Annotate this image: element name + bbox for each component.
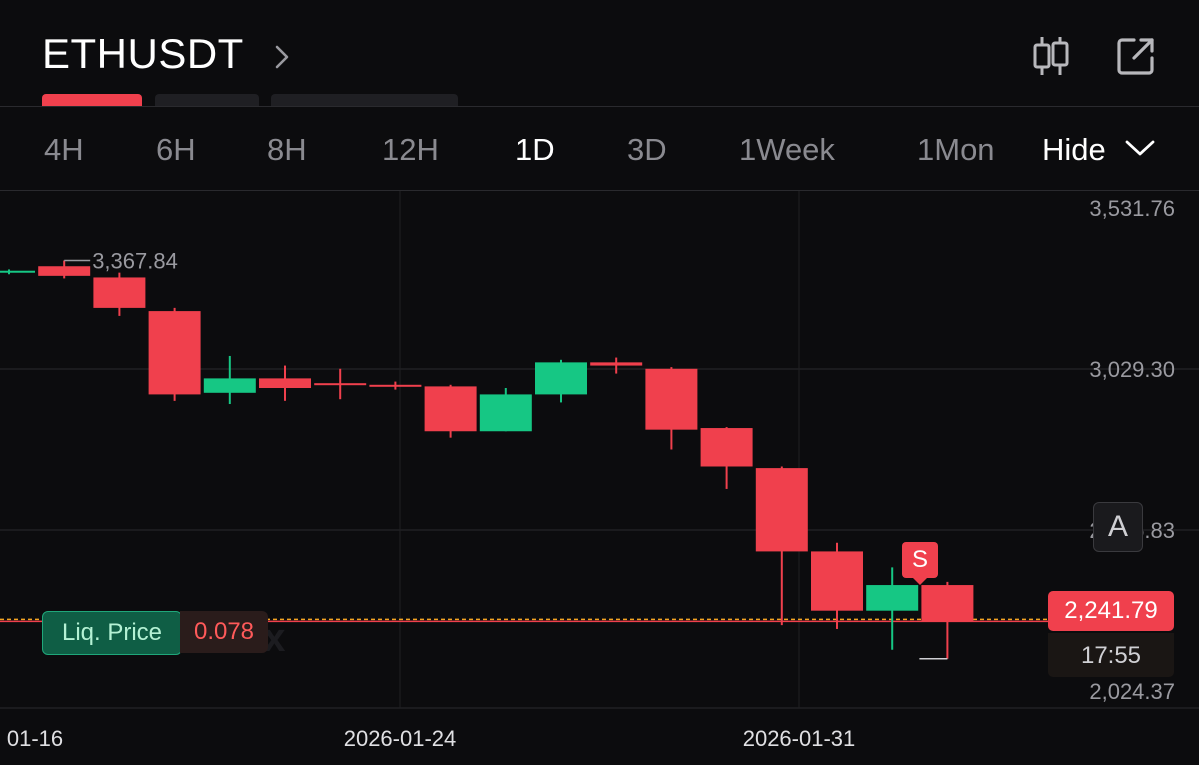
- candle[interactable]: [755, 466, 808, 626]
- tab-1week[interactable]: 1Week: [739, 132, 835, 167]
- candle-body: [38, 266, 91, 276]
- candle[interactable]: [645, 367, 698, 450]
- header-divider: [0, 106, 1199, 107]
- chevron-right-icon[interactable]: [268, 42, 298, 72]
- candle-body: [0, 270, 35, 273]
- candle-body: [866, 585, 919, 611]
- sell-signal-marker[interactable]: S: [902, 542, 938, 578]
- indicator-a-button[interactable]: A: [1093, 502, 1143, 552]
- candle-body: [645, 368, 698, 430]
- tab-4h[interactable]: 4H: [44, 132, 84, 167]
- tab-8h[interactable]: 8H: [267, 132, 307, 167]
- candlestick-chart[interactable]: Bitunix 3,531.763,029.302,526.832,024.37…: [0, 191, 1199, 765]
- candle-body: [755, 468, 808, 552]
- candle[interactable]: [921, 581, 974, 659]
- tab-12h[interactable]: 12H: [382, 132, 439, 167]
- candle-body: [811, 551, 863, 611]
- max-price-label: 3,367.84: [92, 249, 178, 274]
- tab-6h[interactable]: 6H: [156, 132, 196, 167]
- candle-countdown: 17:55: [1048, 633, 1174, 677]
- candle-body: [148, 311, 201, 395]
- header: ETHUSDT: [0, 0, 1199, 106]
- timeframe-bar: 4H 6H 8H 12H 1D 3D 1Week 1Mon Hide: [0, 108, 1199, 190]
- toolbar-divider: [0, 190, 1199, 191]
- tab-indicator-active[interactable]: [42, 94, 142, 106]
- candle[interactable]: [203, 355, 256, 405]
- candle-body: [921, 585, 974, 622]
- liq-price-tag[interactable]: Liq. Price 0.078: [42, 611, 270, 655]
- candle-body: [203, 378, 256, 393]
- chevron-down-icon[interactable]: [1124, 134, 1156, 162]
- tab-indicator[interactable]: [271, 94, 458, 106]
- candle[interactable]: [700, 427, 753, 489]
- candle[interactable]: [148, 307, 201, 401]
- candle-body: [479, 394, 532, 432]
- candle-body: [590, 362, 643, 366]
- x-tick-label: 01-16: [7, 726, 63, 751]
- liq-price-label: Liq. Price: [42, 611, 182, 655]
- candles-group: [0, 260, 974, 660]
- sell-signal-pointer: [912, 577, 928, 585]
- candle[interactable]: [314, 368, 367, 400]
- max-annotation: 3,367.84: [64, 249, 178, 274]
- symbol-title[interactable]: ETHUSDT: [42, 30, 244, 77]
- y-tick-label: 3,029.30: [1089, 357, 1175, 382]
- candle[interactable]: [479, 387, 532, 432]
- candle-body: [93, 277, 146, 308]
- candle[interactable]: [259, 365, 311, 401]
- candle[interactable]: [93, 272, 146, 316]
- tab-indicator[interactable]: [155, 94, 259, 106]
- external-link-icon[interactable]: [1114, 34, 1158, 78]
- candle-body: [424, 386, 477, 432]
- tab-1mon[interactable]: 1Mon: [917, 132, 995, 167]
- hide-toggle[interactable]: Hide: [1042, 132, 1106, 167]
- x-tick-label: 2026-01-31: [743, 726, 856, 751]
- candle[interactable]: [38, 260, 91, 279]
- y-tick-label: 3,531.76: [1089, 196, 1175, 221]
- last-price-badge: 2,241.79: [1048, 591, 1174, 631]
- candle-body: [700, 428, 753, 467]
- candle[interactable]: [866, 567, 919, 650]
- candle[interactable]: [811, 542, 863, 629]
- candle-body: [535, 362, 587, 395]
- candle[interactable]: [424, 384, 477, 438]
- candle-body: [369, 384, 422, 387]
- tab-1d[interactable]: 1D: [515, 132, 555, 167]
- candlestick-icon[interactable]: [1029, 34, 1073, 78]
- y-tick-label: 2,024.37: [1089, 679, 1175, 704]
- candle[interactable]: [0, 269, 35, 275]
- candle[interactable]: [535, 359, 587, 403]
- liq-price-value: 0.078: [180, 611, 268, 653]
- x-tick-label: 2026-01-24: [344, 726, 457, 751]
- tab-3d[interactable]: 3D: [627, 132, 667, 167]
- candle[interactable]: [369, 381, 422, 390]
- candle-body: [259, 378, 311, 388]
- x-axis-labels: 01-16 2026-01-24 2026-01-31: [7, 726, 855, 751]
- candle-body: [314, 383, 367, 386]
- candle[interactable]: [590, 357, 643, 374]
